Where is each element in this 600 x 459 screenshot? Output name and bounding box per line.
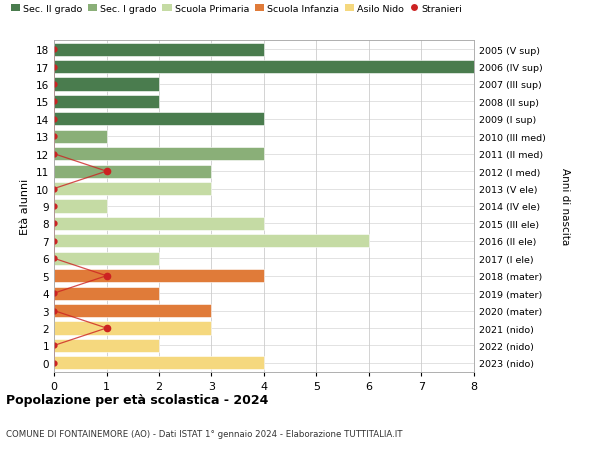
Bar: [54, 44, 264, 56]
Bar: [54, 130, 107, 144]
Bar: [54, 113, 264, 126]
Bar: [54, 218, 264, 230]
Bar: [54, 252, 159, 265]
Legend: Sec. II grado, Sec. I grado, Scuola Primaria, Scuola Infanzia, Asilo Nido, Stran: Sec. II grado, Sec. I grado, Scuola Prim…: [11, 5, 463, 14]
Bar: [54, 148, 264, 161]
Bar: [54, 287, 159, 300]
Y-axis label: Anni di nascita: Anni di nascita: [560, 168, 569, 245]
Bar: [54, 165, 211, 178]
Bar: [54, 357, 264, 369]
Bar: [54, 78, 159, 91]
Y-axis label: Età alunni: Età alunni: [20, 179, 31, 235]
Bar: [54, 322, 211, 335]
Bar: [54, 183, 211, 196]
Bar: [54, 200, 107, 213]
Bar: [54, 61, 474, 74]
Bar: [54, 269, 264, 283]
Bar: [54, 339, 159, 352]
Bar: [54, 235, 369, 248]
Bar: [54, 95, 159, 109]
Text: Popolazione per età scolastica - 2024: Popolazione per età scolastica - 2024: [6, 393, 268, 406]
Text: COMUNE DI FONTAINEMORE (AO) - Dati ISTAT 1° gennaio 2024 - Elaborazione TUTTITAL: COMUNE DI FONTAINEMORE (AO) - Dati ISTAT…: [6, 429, 403, 438]
Bar: [54, 304, 211, 318]
